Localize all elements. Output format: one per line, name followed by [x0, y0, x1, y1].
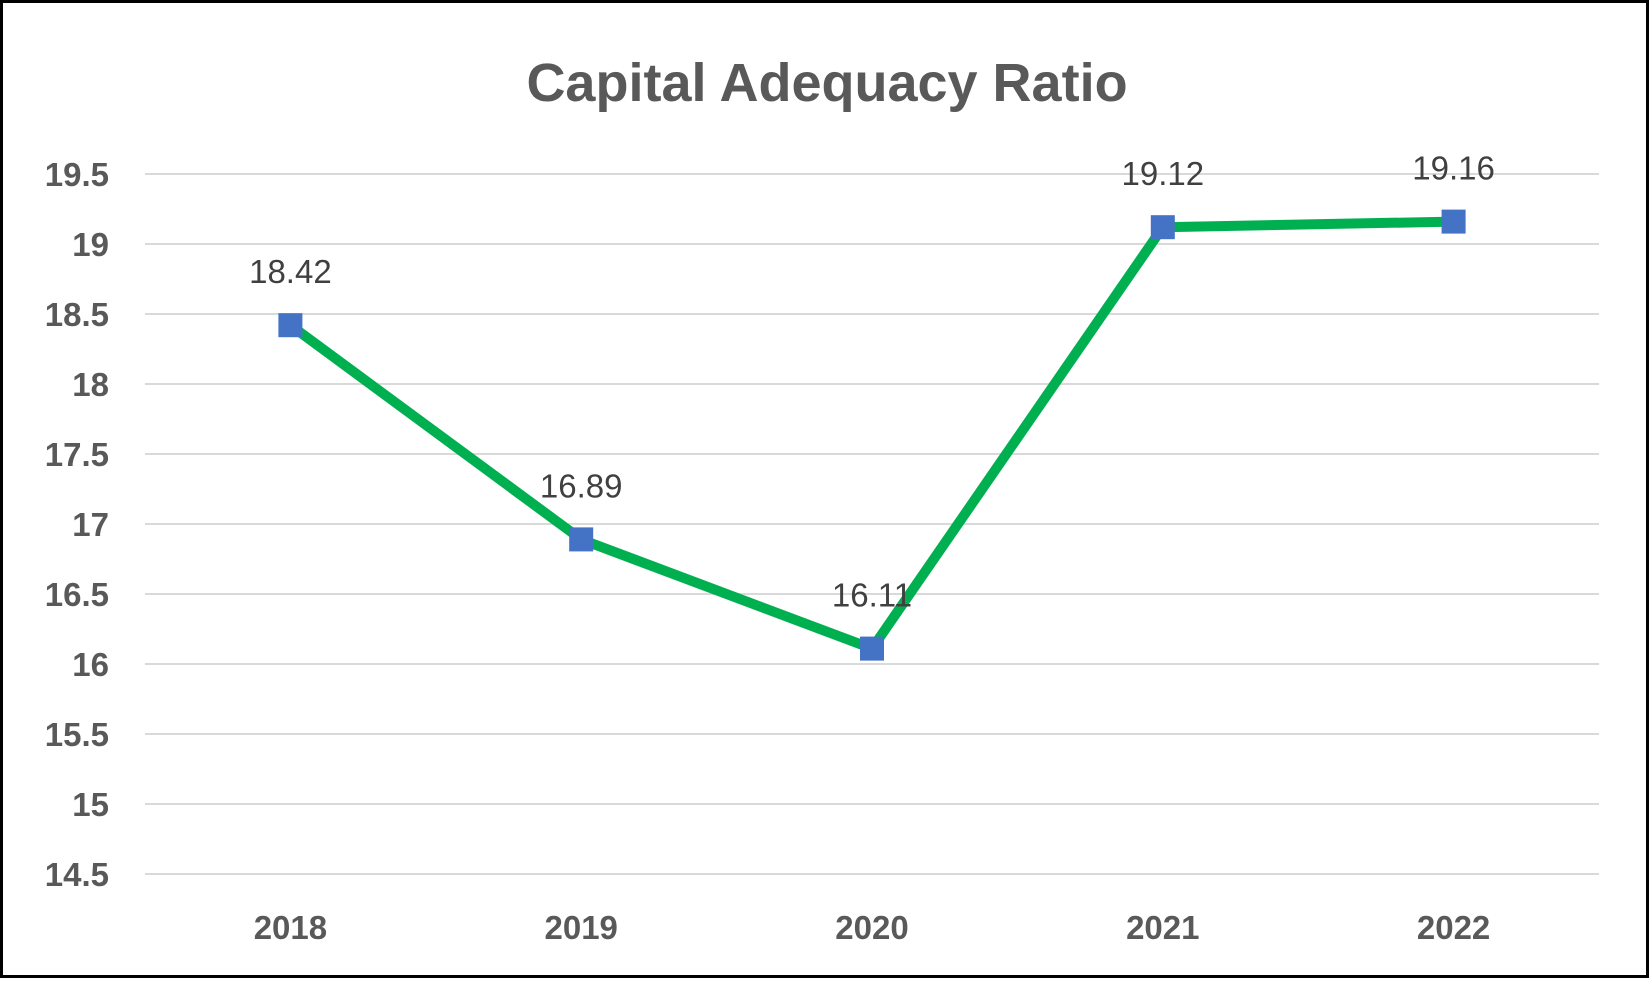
y-tick-label: 17.5 [45, 436, 109, 473]
y-tick-label: 15.5 [45, 716, 109, 753]
data-point-marker [1441, 209, 1466, 234]
x-tick-label: 2021 [1126, 909, 1199, 946]
line-chart: Capital Adequacy Ratio 19.51918.51817.51… [45, 53, 1599, 946]
y-tick-label: 16.5 [45, 576, 109, 613]
x-tick-label: 2022 [1417, 909, 1490, 946]
x-tick-label: 2019 [544, 909, 617, 946]
data-label: 19.12 [1122, 155, 1205, 192]
x-tick-label: 2020 [835, 909, 908, 946]
data-point-marker [860, 636, 884, 661]
chart-title: Capital Adequacy Ratio [526, 53, 1127, 113]
data-point-marker [278, 313, 303, 338]
y-tick-label: 19 [72, 226, 109, 263]
y-axis-tick-labels: 19.5 19 18.5 18 17.5 17 16.5 16 15.5 15 14.5 [45, 156, 109, 893]
y-tick-label: 16 [72, 646, 109, 683]
y-tick-label: 15 [72, 786, 109, 823]
data-labels: 18.42 16.89 16.11 19.12 19.16 [249, 150, 1495, 614]
y-tick-label: 18 [72, 366, 109, 403]
data-label: 19.16 [1412, 150, 1495, 187]
data-markers [278, 209, 1466, 661]
data-label: 16.89 [540, 467, 623, 504]
data-point-marker [1150, 215, 1175, 240]
data-label: 16.11 [832, 577, 912, 614]
x-axis-tick-labels: 2018 2019 2020 2021 2022 [254, 909, 1491, 946]
y-tick-label: 19.5 [45, 156, 109, 193]
y-tick-label: 18.5 [45, 296, 109, 333]
y-tick-label: 14.5 [45, 856, 109, 893]
data-point-marker [569, 527, 594, 552]
y-tick-label: 17 [72, 506, 109, 543]
gridlines [145, 173, 1599, 875]
x-tick-label: 2018 [254, 909, 327, 946]
data-label: 18.42 [249, 253, 332, 290]
